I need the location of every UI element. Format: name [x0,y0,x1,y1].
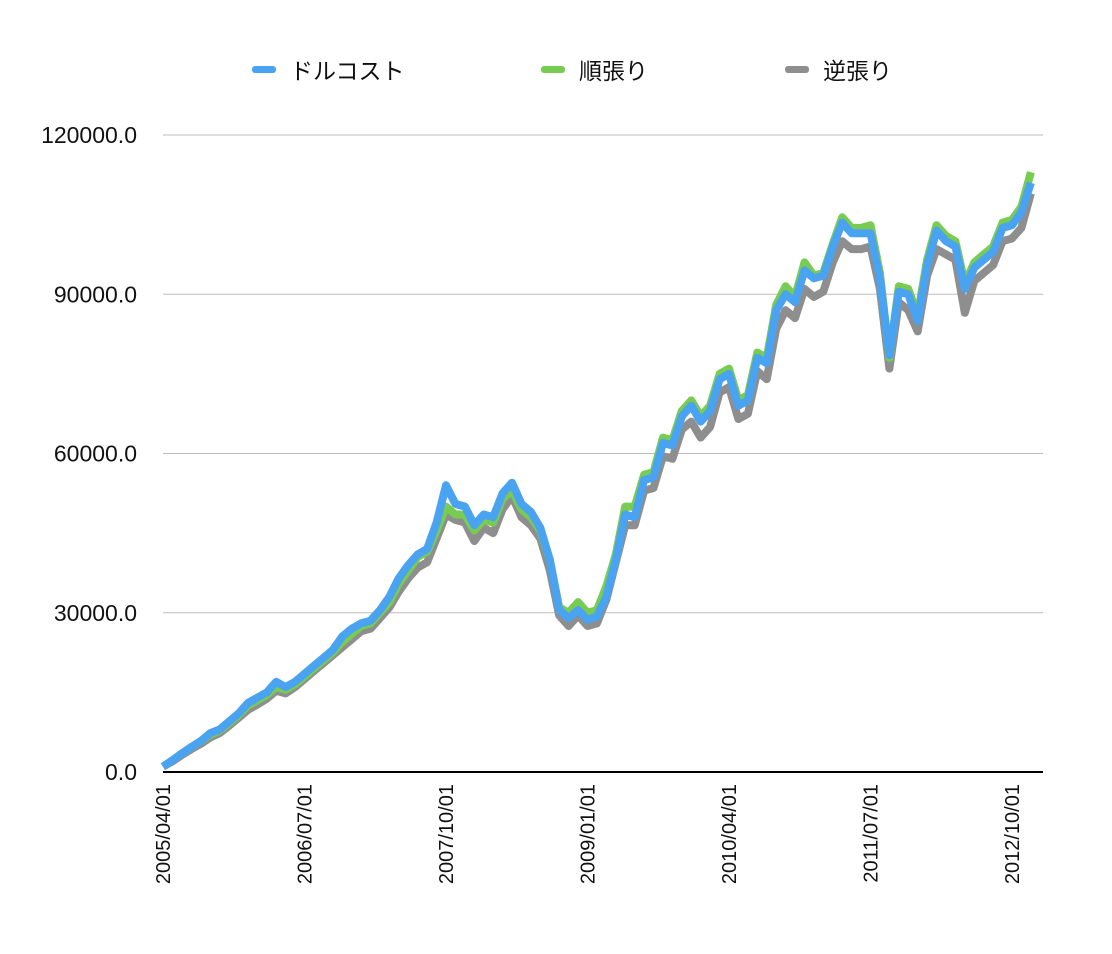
legend-swatch-contrarian [785,65,809,73]
y-tick-label: 120000.0 [41,122,137,148]
y-tick-label: 0.0 [105,759,137,785]
legend-item-contrarian[interactable]: 逆張り [785,52,892,86]
x-tick-label: 2012/10/01 [1002,784,1024,884]
legend-item-trend-following[interactable]: 順張り [541,52,648,86]
y-tick-label: 30000.0 [54,600,137,626]
x-tick-label: 2009/01/01 [578,784,600,884]
x-tick-label: 2007/10/01 [436,784,458,884]
legend-swatch-dollar-cost [252,65,276,73]
x-tick-label: 2011/07/01 [861,784,883,883]
series-line-1 [160,171,1035,771]
legend-label-trend-following: 順張り [579,59,648,85]
x-tick-label: 2005/04/01 [153,784,175,884]
y-tick-label: 60000.0 [54,441,137,467]
legend-item-dollar-cost[interactable]: ドルコスト [252,52,405,86]
legend-swatch-trend-following [541,65,565,73]
series-line-0 [160,181,1035,771]
x-tick-label: 2006/07/01 [295,784,317,884]
legend-label-dollar-cost: ドルコスト [290,59,405,85]
x-tick-label: 2010/04/01 [719,784,741,884]
y-tick-label: 90000.0 [54,281,137,307]
legend-label-contrarian: 逆張り [823,59,892,85]
